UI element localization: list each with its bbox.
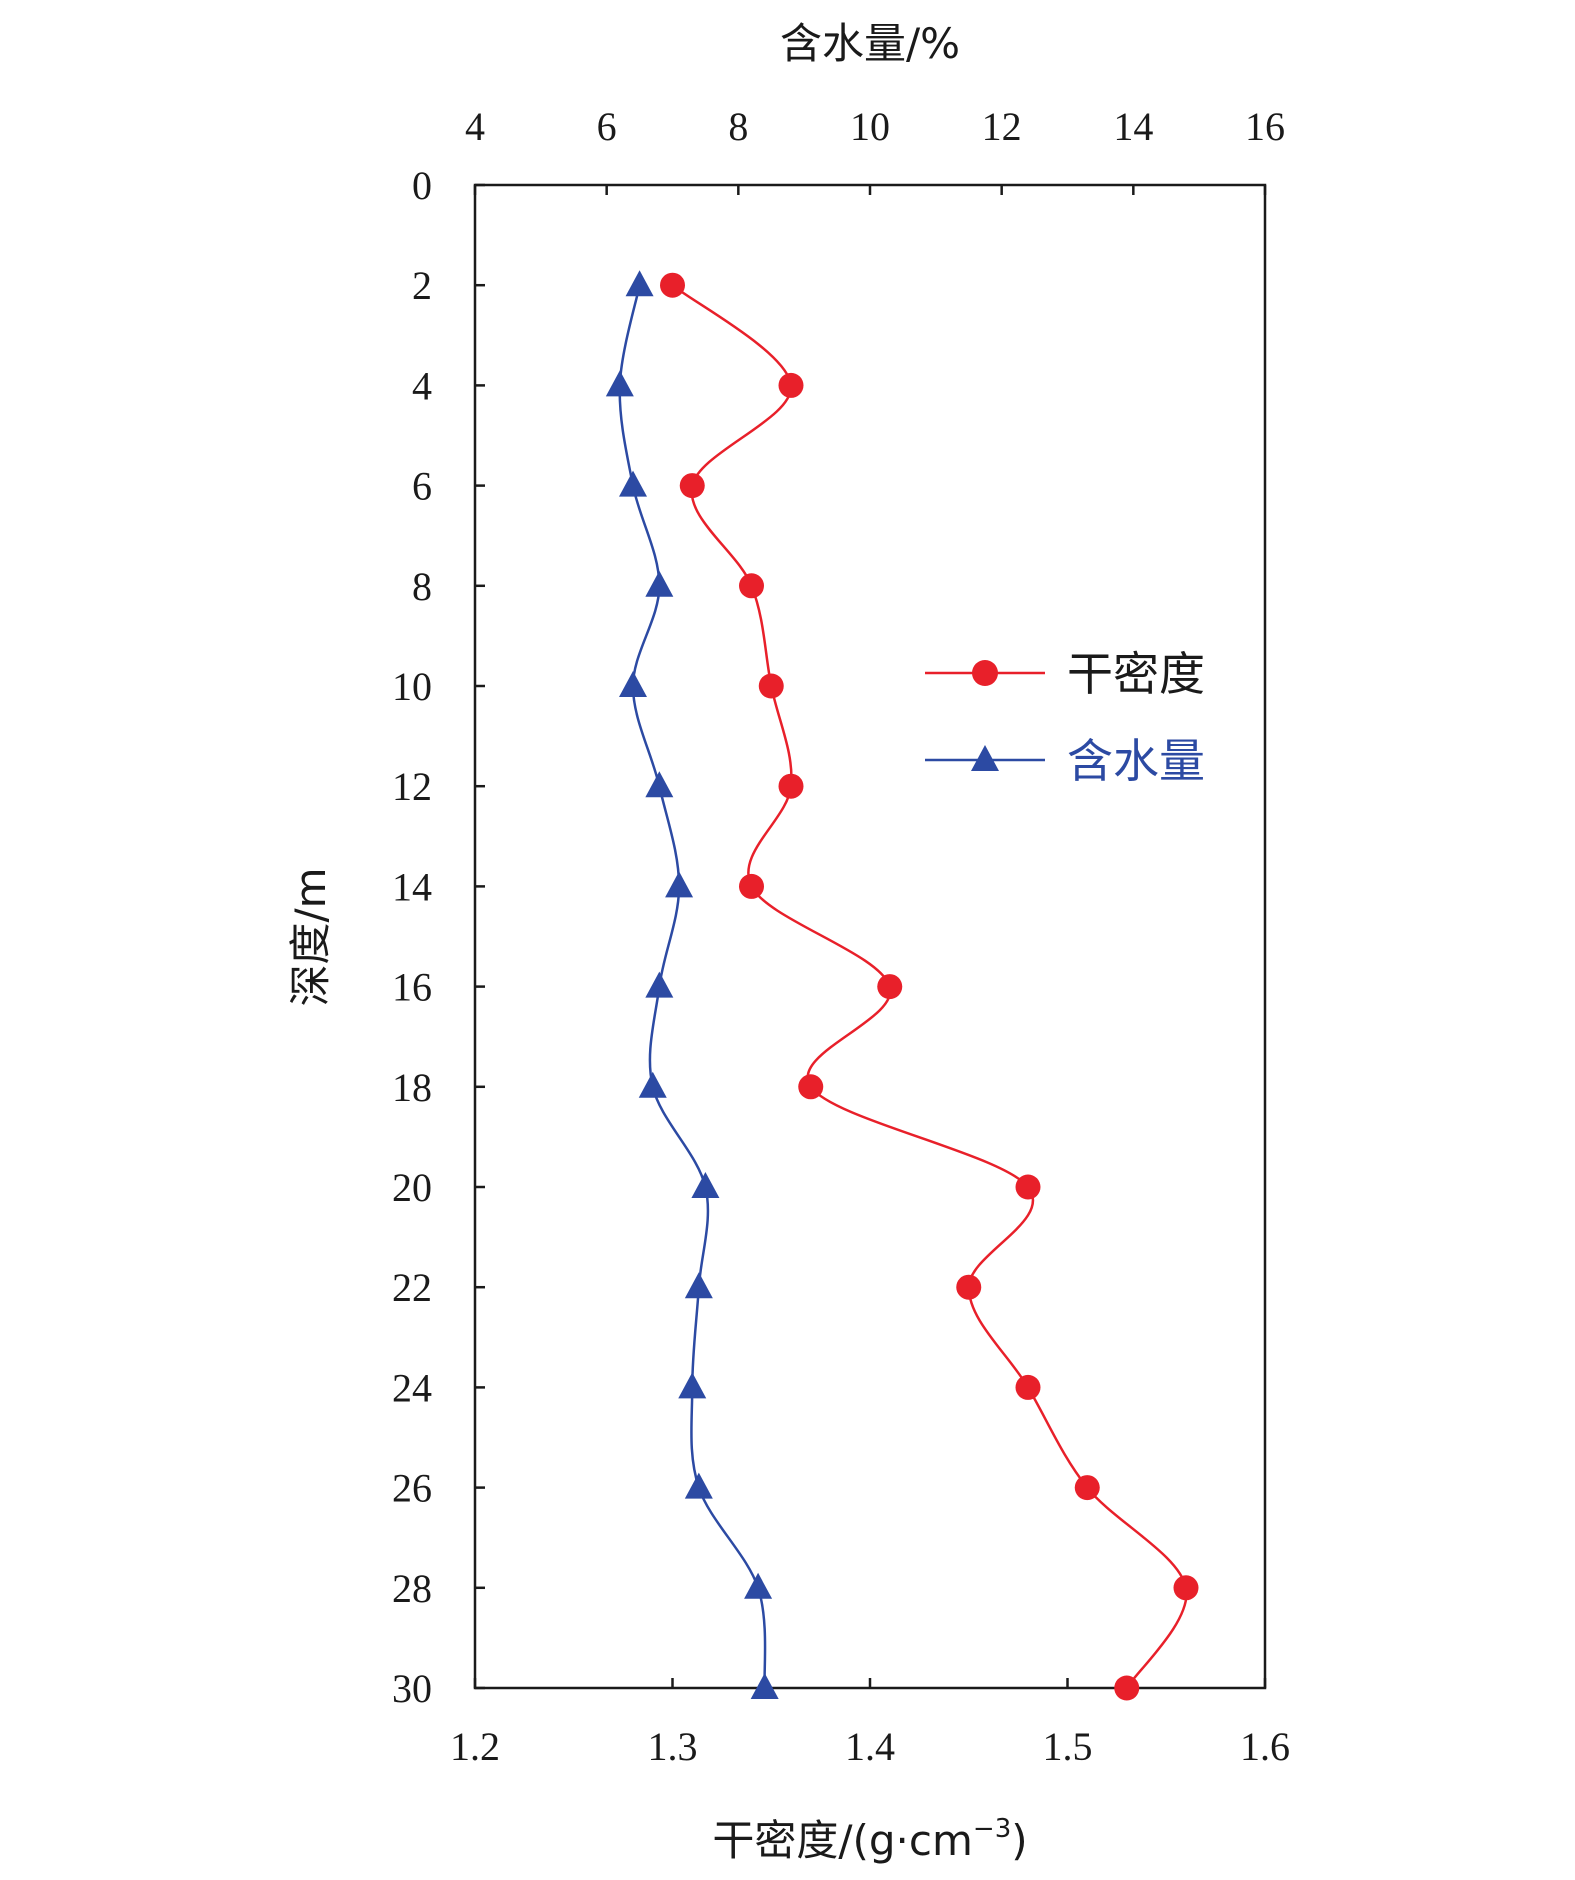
dry-density-tick-label: 1.6 — [1240, 1724, 1290, 1769]
dry-density-point — [739, 873, 764, 899]
depth-tick-label: 4 — [412, 363, 432, 408]
dry-density-point — [1015, 1374, 1041, 1400]
water-content-tick-label: 16 — [1245, 104, 1285, 149]
water-content-point — [750, 1673, 779, 1699]
water-content-tick-label: 6 — [597, 104, 617, 149]
depth-tick-label: 26 — [392, 1466, 432, 1511]
depth-tick-label: 16 — [392, 965, 432, 1010]
left-axis-title: 深度/m — [286, 867, 335, 1006]
dry-density-point — [1015, 1174, 1041, 1200]
depth-tick-label: 28 — [392, 1566, 432, 1611]
dry-density-point — [877, 974, 903, 1000]
legend-marker-water-content — [971, 745, 999, 771]
water-content-point — [619, 470, 647, 497]
water-content-point — [638, 1071, 667, 1098]
dry-density-point — [778, 372, 804, 398]
dry-density-point — [679, 473, 705, 499]
depth-tick-label: 8 — [412, 564, 432, 609]
dry-density-point — [739, 573, 764, 599]
water-content-tick-label: 14 — [1113, 104, 1153, 149]
dry-density-tick-label: 1.2 — [450, 1724, 500, 1769]
depth-tick-label: 22 — [392, 1265, 432, 1310]
legend-label-dry-density: 干密度 — [1067, 647, 1205, 701]
dry-density-point — [798, 1074, 824, 1100]
legend-label-water-content: 含水量 — [1067, 734, 1205, 788]
water-content-tick-label: 4 — [465, 104, 485, 149]
water-content-point — [645, 771, 674, 798]
water-content-point — [691, 1172, 720, 1198]
dry-density-point — [1114, 1675, 1140, 1701]
dry-density-point — [778, 773, 804, 799]
dry-density-point — [1173, 1575, 1199, 1601]
water-content-point — [625, 270, 654, 297]
depth-tick-label: 0 — [412, 163, 432, 208]
water-content-tick-label: 8 — [728, 104, 748, 149]
top-axis-title: 含水量/% — [780, 19, 960, 68]
dry-density-tick-label: 1.5 — [1043, 1724, 1093, 1769]
plot-frame — [473, 183, 1267, 1690]
depth-tick-label: 18 — [392, 1065, 432, 1110]
depth-tick-label: 2 — [412, 263, 432, 308]
bottom-axis-title-sup: −3 — [973, 1814, 1011, 1844]
depth-tick-label: 6 — [412, 464, 432, 509]
legend-marker-dry-density — [972, 660, 998, 686]
water-content-tick-label: 12 — [982, 104, 1022, 149]
bottom-axis-title: 干密度/(g·cm−3) — [712, 1814, 1027, 1865]
bottom-axis-title-main: 干密度/(g·cm — [712, 1816, 973, 1865]
water-content-point — [645, 570, 674, 597]
legend: 干密度 含水量 — [925, 647, 1205, 788]
water-content-point — [645, 971, 674, 998]
dry-density-series-line — [671, 284, 1188, 1689]
depth-tick-label: 24 — [392, 1365, 432, 1410]
water-content-tick-label: 10 — [850, 104, 890, 149]
depth-tick-label: 20 — [392, 1165, 432, 1210]
water-content-point — [678, 1372, 707, 1399]
water-content-point — [665, 871, 694, 898]
water-content-point — [684, 1272, 713, 1299]
water-content-point — [744, 1572, 773, 1599]
dry-density-point — [1074, 1475, 1100, 1501]
depth-tick-label: 12 — [392, 764, 432, 809]
water-content-point — [619, 671, 647, 697]
depth-tick-label: 30 — [392, 1666, 432, 1711]
depth-tick-label: 14 — [392, 864, 432, 909]
depth-tick-label: 10 — [392, 664, 432, 709]
water-content-point — [684, 1472, 713, 1499]
dry-density-point — [758, 673, 784, 699]
dry-density-tick-label: 1.3 — [648, 1724, 698, 1769]
water-content-point — [605, 370, 634, 397]
dry-density-point — [956, 1274, 982, 1300]
dry-density-tick-label: 1.4 — [845, 1724, 895, 1769]
bottom-axis-title-close: ) — [1011, 1816, 1027, 1865]
dry-density-point — [660, 272, 685, 298]
